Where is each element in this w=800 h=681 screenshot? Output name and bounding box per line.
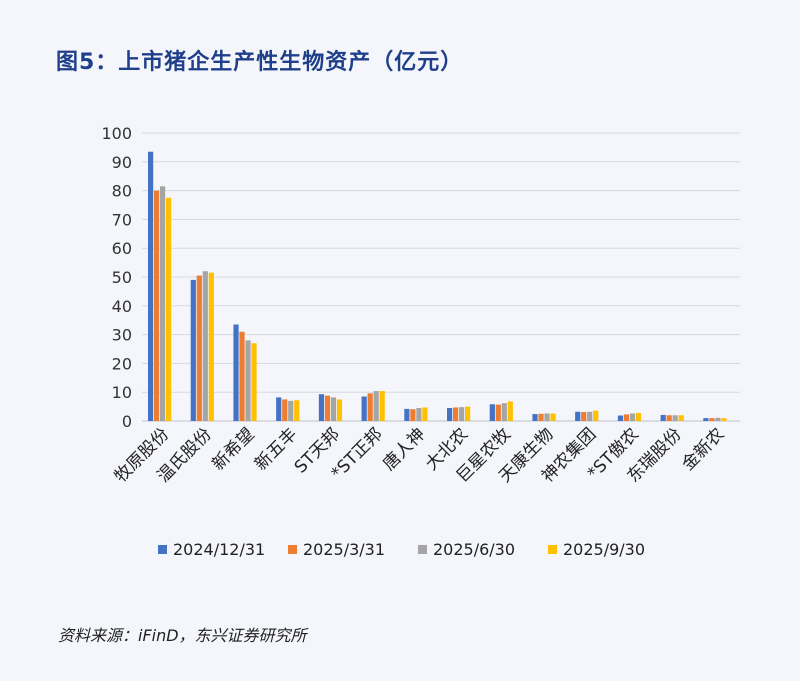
bar xyxy=(617,415,624,421)
bar xyxy=(629,413,636,421)
y-tick-label: 20 xyxy=(112,354,132,373)
bar xyxy=(196,275,202,421)
legend-label: 2025/9/30 xyxy=(563,540,645,559)
bar xyxy=(453,407,459,421)
x-tick-label: 金新农 xyxy=(678,424,728,474)
bar xyxy=(282,399,288,421)
bar xyxy=(703,418,709,421)
x-tick-label: 唐人神 xyxy=(379,424,430,475)
bar xyxy=(318,394,325,421)
bar xyxy=(336,399,343,421)
bar xyxy=(166,197,172,421)
bar xyxy=(532,414,538,421)
bar xyxy=(233,324,239,421)
bar xyxy=(575,411,581,421)
bar xyxy=(495,404,501,421)
bar xyxy=(422,407,428,421)
bar xyxy=(367,393,373,421)
bar-chart: 0102030405060708090100牧原股份温氏股份新希望新五丰ST天邦… xyxy=(101,124,740,559)
bar xyxy=(373,391,379,421)
legend-label: 2025/3/31 xyxy=(303,540,385,559)
bar xyxy=(666,415,672,421)
legend-swatch xyxy=(158,545,167,554)
chart-area: 0 10 20 30 40 50 60 70 80 90 100 牧原股份 温氏股份 新希望 新五丰 ST天邦… xyxy=(50,100,765,590)
bar xyxy=(154,190,160,421)
bar xyxy=(550,413,556,421)
chart-title: 图5：上市猪企生产性生物资产（亿元） xyxy=(56,50,464,75)
bar xyxy=(593,410,599,421)
y-tick-label: 40 xyxy=(112,297,132,316)
bar xyxy=(239,331,245,421)
source-note: 资料来源：iFinD，东兴证券研究所 xyxy=(58,626,307,645)
bar xyxy=(459,407,465,421)
bar xyxy=(587,411,593,421)
y-tick-label: 50 xyxy=(112,268,132,287)
x-tick-label: 新希望 xyxy=(208,424,258,474)
y-tick-label: 90 xyxy=(112,153,132,172)
bar xyxy=(288,400,294,421)
bar xyxy=(447,408,453,421)
bar xyxy=(245,340,251,421)
y-tick-label: 80 xyxy=(112,182,132,201)
bar xyxy=(678,415,684,421)
y-tick-label: 0 xyxy=(122,412,132,431)
bar xyxy=(208,272,214,421)
bar xyxy=(410,409,416,421)
bar xyxy=(721,418,727,421)
bar xyxy=(635,412,642,421)
bar xyxy=(361,396,367,421)
bar xyxy=(660,414,666,421)
y-tick-label: 30 xyxy=(112,326,132,345)
y-tick-label: 10 xyxy=(112,383,132,402)
bar xyxy=(294,400,300,421)
bar xyxy=(623,414,630,421)
bar xyxy=(489,404,495,421)
bar xyxy=(416,408,422,421)
bar xyxy=(330,397,337,421)
bar xyxy=(507,401,513,421)
bar xyxy=(379,391,385,421)
bar xyxy=(148,151,154,421)
bar xyxy=(709,418,715,421)
bar xyxy=(544,413,550,421)
y-tick-label: 60 xyxy=(112,239,132,258)
bar xyxy=(581,412,587,421)
bar xyxy=(160,186,166,421)
legend-swatch xyxy=(288,545,297,554)
y-tick-label: 100 xyxy=(101,124,132,143)
bar xyxy=(501,403,507,421)
legend-label: 2025/6/30 xyxy=(433,540,515,559)
bar xyxy=(715,417,721,421)
bar xyxy=(202,271,208,421)
bar xyxy=(672,415,678,421)
bar xyxy=(276,397,282,421)
legend-label: 2024/12/31 xyxy=(173,540,265,559)
bar xyxy=(404,408,410,421)
bar xyxy=(324,395,331,421)
bar xyxy=(251,343,257,421)
bar xyxy=(190,279,196,421)
legend-swatch xyxy=(418,545,427,554)
legend-swatch xyxy=(548,545,557,554)
y-tick-label: 70 xyxy=(112,210,132,229)
bar xyxy=(538,413,544,421)
bar xyxy=(465,406,471,421)
